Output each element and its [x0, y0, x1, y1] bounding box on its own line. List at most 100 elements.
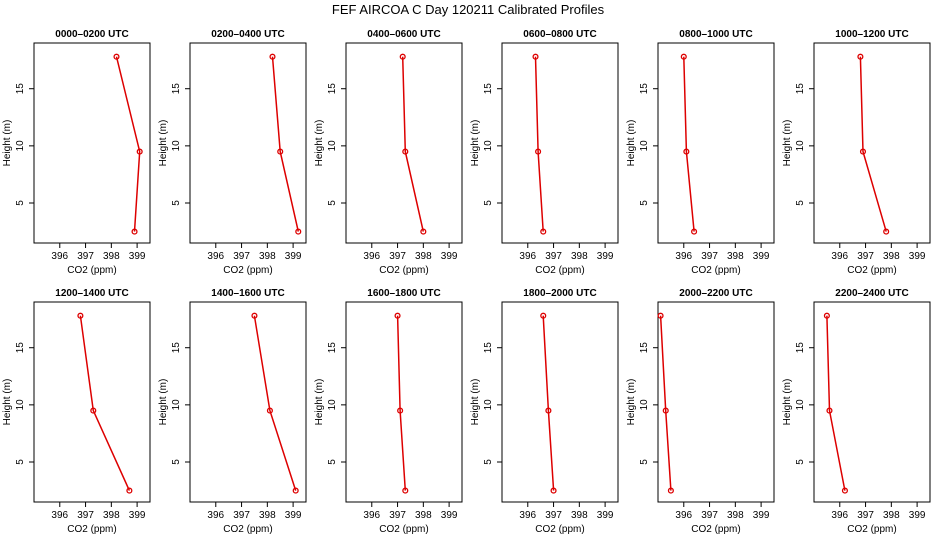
x-tick-label: 397 [77, 510, 94, 521]
data-point [126, 487, 133, 494]
data-point [136, 148, 143, 155]
x-tick-label: 398 [571, 510, 588, 521]
x-tick-label: 396 [675, 251, 692, 262]
plot-frame [813, 301, 931, 503]
x-tick-label: 396 [519, 251, 536, 262]
data-point [394, 312, 401, 319]
y-tick-label: 15 [795, 83, 806, 95]
x-tick-label: 397 [857, 251, 874, 262]
data-point [292, 487, 299, 494]
profile-line [401, 56, 425, 232]
x-axis-label: CO2 (ppm) [691, 265, 740, 276]
profile-line [79, 315, 131, 491]
x-tick-label: 398 [103, 251, 120, 262]
y-tick-label: 5 [171, 200, 182, 206]
y-tick-label: 15 [171, 83, 182, 95]
plot-frame [33, 42, 151, 244]
plot-frame [657, 42, 775, 244]
x-tick-label: 396 [207, 510, 224, 521]
profile-line [542, 315, 555, 491]
data-point [402, 148, 409, 155]
y-tick-label: 15 [483, 342, 494, 354]
data-point [857, 53, 864, 60]
y-tick-label: 10 [483, 140, 494, 152]
x-tick-label: 397 [389, 510, 406, 521]
data-point [859, 148, 867, 155]
plot-frame [345, 301, 463, 503]
y-tick-label: 5 [171, 459, 182, 465]
y-tick-label: 15 [327, 342, 338, 354]
y-axis-label: Height (m) [626, 120, 637, 167]
plot-frame [501, 42, 619, 244]
data-point [841, 487, 848, 494]
x-axis-label: CO2 (ppm) [223, 524, 272, 535]
x-tick-label: 396 [207, 251, 224, 262]
data-point [113, 53, 120, 60]
data-point [691, 228, 698, 235]
x-axis-label: CO2 (ppm) [379, 265, 428, 276]
x-tick-label: 399 [597, 510, 614, 521]
y-tick-label: 10 [795, 399, 806, 411]
y-axis-label: Height (m) [158, 120, 169, 167]
x-axis-label: CO2 (ppm) [67, 524, 116, 535]
x-tick-label: 398 [727, 251, 744, 262]
y-tick-label: 15 [15, 342, 26, 354]
y-tick-label: 5 [15, 459, 26, 465]
y-tick-label: 10 [15, 399, 26, 411]
y-axis-label: Height (m) [2, 379, 13, 426]
y-tick-label: 15 [639, 83, 650, 95]
x-tick-label: 398 [883, 510, 900, 521]
panel-title: 2000–2200 UTC [679, 288, 752, 299]
x-tick-label: 398 [103, 510, 120, 521]
data-point [532, 53, 539, 60]
data-point [402, 487, 409, 494]
panel-title: 1400–1600 UTC [211, 288, 284, 299]
panel-title: 1800–2000 UTC [523, 288, 596, 299]
y-tick-label: 5 [795, 200, 806, 206]
y-tick-label: 10 [327, 399, 338, 411]
profile-line [826, 315, 846, 491]
x-axis-label: CO2 (ppm) [535, 265, 584, 276]
y-axis-label: Height (m) [158, 379, 169, 426]
x-tick-label: 397 [545, 251, 562, 262]
data-point [680, 53, 687, 60]
profile-line [253, 315, 297, 491]
data-point [77, 312, 84, 319]
y-tick-label: 15 [639, 342, 650, 354]
y-axis-label: Height (m) [2, 120, 13, 167]
x-tick-label: 397 [857, 510, 874, 521]
profile-line [271, 56, 300, 232]
x-tick-label: 397 [233, 251, 250, 262]
y-tick-label: 5 [327, 200, 338, 206]
data-point [131, 228, 138, 235]
y-tick-label: 10 [639, 399, 650, 411]
panel-title: 0000–0200 UTC [55, 29, 128, 40]
data-point [277, 148, 284, 155]
x-tick-label: 399 [597, 251, 614, 262]
y-axis-label: Height (m) [314, 120, 325, 167]
panel-title: 0400–0600 UTC [367, 29, 440, 40]
panel-title: 1000–1200 UTC [835, 29, 908, 40]
page-title: FEF AIRCOA C Day 120211 Calibrated Profi… [331, 2, 605, 17]
x-tick-label: 399 [441, 510, 458, 521]
plot-frame [33, 301, 151, 503]
data-point [657, 312, 664, 319]
y-tick-label: 10 [171, 399, 182, 411]
data-point [550, 487, 557, 494]
y-tick-label: 10 [327, 140, 338, 152]
x-axis-label: CO2 (ppm) [67, 265, 116, 276]
data-point [266, 407, 273, 414]
data-point [883, 228, 890, 235]
y-tick-label: 15 [327, 83, 338, 95]
x-tick-label: 398 [415, 251, 432, 262]
y-tick-label: 5 [639, 459, 650, 465]
data-point [540, 312, 547, 319]
panel-title: 0800–1000 UTC [679, 29, 752, 40]
data-point [399, 53, 406, 60]
x-tick-label: 398 [259, 510, 276, 521]
x-tick-label: 399 [909, 510, 926, 521]
x-tick-label: 398 [883, 251, 900, 262]
y-tick-label: 5 [15, 200, 26, 206]
x-tick-label: 399 [129, 510, 146, 521]
